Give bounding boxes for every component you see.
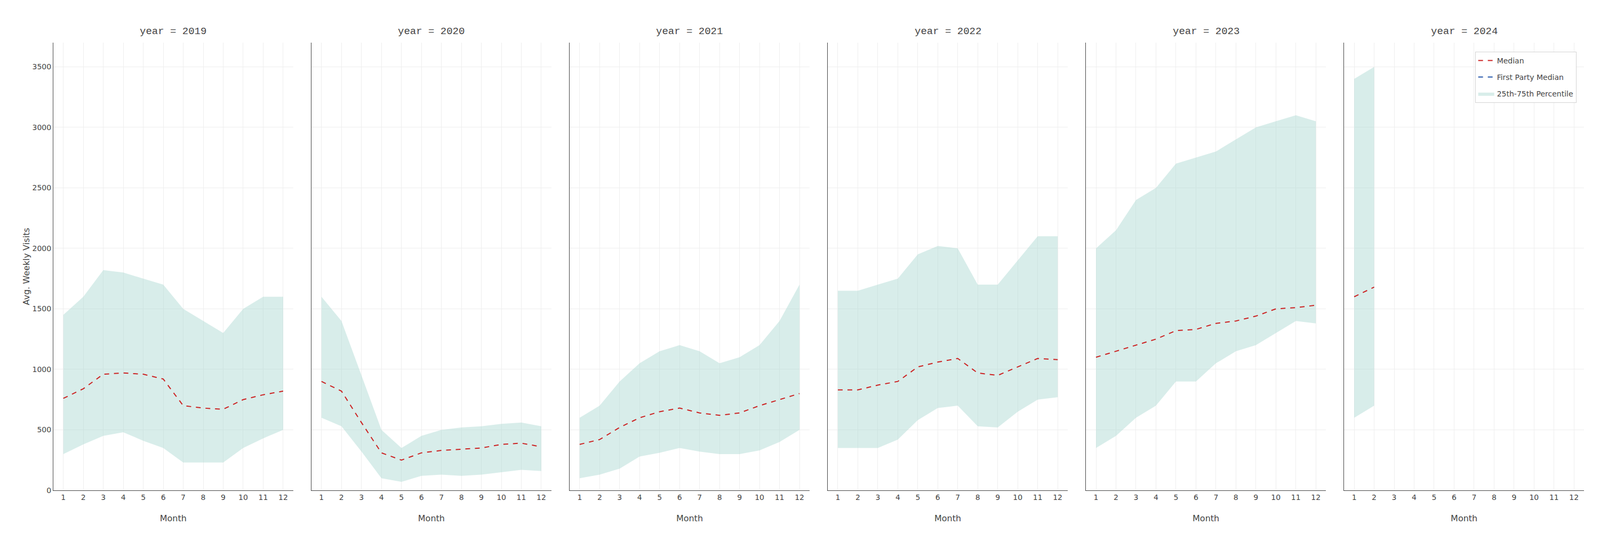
svg-text:3: 3: [358, 493, 364, 502]
svg-text:3: 3: [875, 493, 880, 502]
svg-text:3000: 3000: [32, 123, 52, 132]
svg-text:year = 2024: year = 2024: [1430, 25, 1498, 38]
svg-text:11: 11: [1549, 493, 1559, 502]
svg-text:9: 9: [1511, 493, 1517, 502]
svg-text:9: 9: [478, 493, 484, 502]
svg-text:1: 1: [1352, 493, 1357, 502]
svg-text:12: 12: [278, 493, 288, 502]
svg-text:11: 11: [516, 493, 527, 502]
svg-text:10: 10: [1270, 493, 1281, 502]
svg-text:4: 4: [379, 493, 384, 502]
svg-text:3: 3: [1392, 493, 1397, 502]
svg-text:year = 2021: year = 2021: [656, 25, 723, 38]
svg-text:1: 1: [318, 493, 324, 502]
svg-text:2: 2: [339, 493, 344, 502]
svg-text:8: 8: [1233, 493, 1239, 502]
svg-text:8: 8: [975, 493, 981, 502]
svg-text:2000: 2000: [32, 244, 52, 253]
svg-text:10: 10: [1012, 493, 1023, 502]
svg-text:6: 6: [1193, 493, 1199, 502]
svg-text:2: 2: [1371, 493, 1377, 502]
svg-text:2: 2: [597, 493, 603, 502]
svg-text:4: 4: [895, 493, 901, 502]
svg-text:12: 12: [794, 493, 805, 502]
svg-text:4: 4: [1411, 493, 1417, 502]
svg-text:3: 3: [617, 493, 622, 502]
svg-text:1: 1: [60, 493, 66, 502]
svg-text:2: 2: [81, 493, 86, 502]
svg-text:Month: Month: [418, 513, 445, 524]
svg-text:1: 1: [577, 493, 582, 502]
svg-text:7: 7: [438, 493, 444, 502]
svg-text:Month: Month: [1450, 513, 1478, 524]
svg-text:5: 5: [1173, 493, 1179, 502]
svg-text:Avg. Weekly Visits: Avg. Weekly Visits: [21, 227, 32, 306]
svg-text:12: 12: [1569, 493, 1579, 502]
svg-text:year = 2020: year = 2020: [397, 25, 465, 38]
svg-text:3500: 3500: [32, 62, 52, 71]
svg-text:12: 12: [1052, 493, 1063, 502]
svg-text:8: 8: [201, 493, 206, 502]
svg-text:7: 7: [955, 493, 960, 502]
svg-text:4: 4: [1153, 493, 1159, 502]
svg-text:Month: Month: [676, 513, 703, 524]
svg-text:7: 7: [1213, 493, 1219, 502]
svg-text:5: 5: [398, 493, 404, 502]
svg-text:1: 1: [1093, 493, 1099, 502]
svg-text:10: 10: [754, 493, 765, 502]
svg-text:2: 2: [855, 493, 861, 502]
svg-text:11: 11: [1291, 493, 1301, 502]
svg-text:9: 9: [995, 493, 1000, 502]
svg-text:5: 5: [657, 493, 662, 502]
svg-text:3: 3: [100, 493, 106, 502]
svg-text:500: 500: [36, 425, 52, 435]
svg-text:8: 8: [717, 493, 723, 502]
svg-text:2500: 2500: [32, 183, 52, 192]
svg-text:5: 5: [1432, 493, 1437, 502]
svg-text:12: 12: [536, 493, 547, 502]
svg-text:10: 10: [238, 493, 248, 502]
svg-text:9: 9: [1253, 493, 1259, 502]
svg-text:year = 2019: year = 2019: [139, 25, 207, 38]
svg-text:1: 1: [835, 493, 840, 502]
svg-text:Month: Month: [934, 513, 962, 524]
svg-text:First Party Median: First Party Median: [1497, 73, 1564, 82]
svg-text:6: 6: [677, 493, 683, 502]
svg-text:8: 8: [459, 493, 464, 502]
svg-text:11: 11: [1033, 493, 1043, 502]
svg-text:5: 5: [140, 493, 146, 502]
svg-text:6: 6: [161, 493, 166, 502]
svg-text:25th-75th Percentile: 25th-75th Percentile: [1497, 89, 1574, 99]
svg-text:11: 11: [774, 493, 785, 502]
svg-text:10: 10: [1529, 493, 1539, 502]
svg-text:2: 2: [1113, 493, 1119, 502]
svg-text:Median: Median: [1497, 56, 1525, 66]
svg-text:9: 9: [220, 493, 226, 502]
svg-text:6: 6: [1451, 493, 1457, 502]
svg-text:Month: Month: [1192, 513, 1220, 524]
svg-text:3: 3: [1133, 493, 1139, 502]
svg-text:12: 12: [1310, 493, 1321, 502]
svg-text:6: 6: [935, 493, 941, 502]
svg-text:year = 2023: year = 2023: [1172, 25, 1240, 38]
svg-text:6: 6: [419, 493, 424, 502]
svg-text:1000: 1000: [32, 365, 52, 374]
svg-text:Month: Month: [160, 513, 187, 524]
svg-text:4: 4: [637, 493, 643, 502]
svg-text:8: 8: [1491, 493, 1497, 502]
svg-text:11: 11: [258, 493, 269, 502]
svg-text:4: 4: [121, 493, 126, 502]
svg-text:10: 10: [496, 493, 507, 502]
svg-text:1500: 1500: [32, 304, 52, 314]
svg-text:9: 9: [737, 493, 742, 502]
svg-text:7: 7: [697, 493, 702, 502]
svg-text:5: 5: [915, 493, 920, 502]
svg-text:0: 0: [46, 486, 52, 495]
svg-text:year = 2022: year = 2022: [914, 25, 982, 38]
svg-text:7: 7: [1471, 493, 1477, 502]
svg-text:7: 7: [180, 493, 186, 502]
